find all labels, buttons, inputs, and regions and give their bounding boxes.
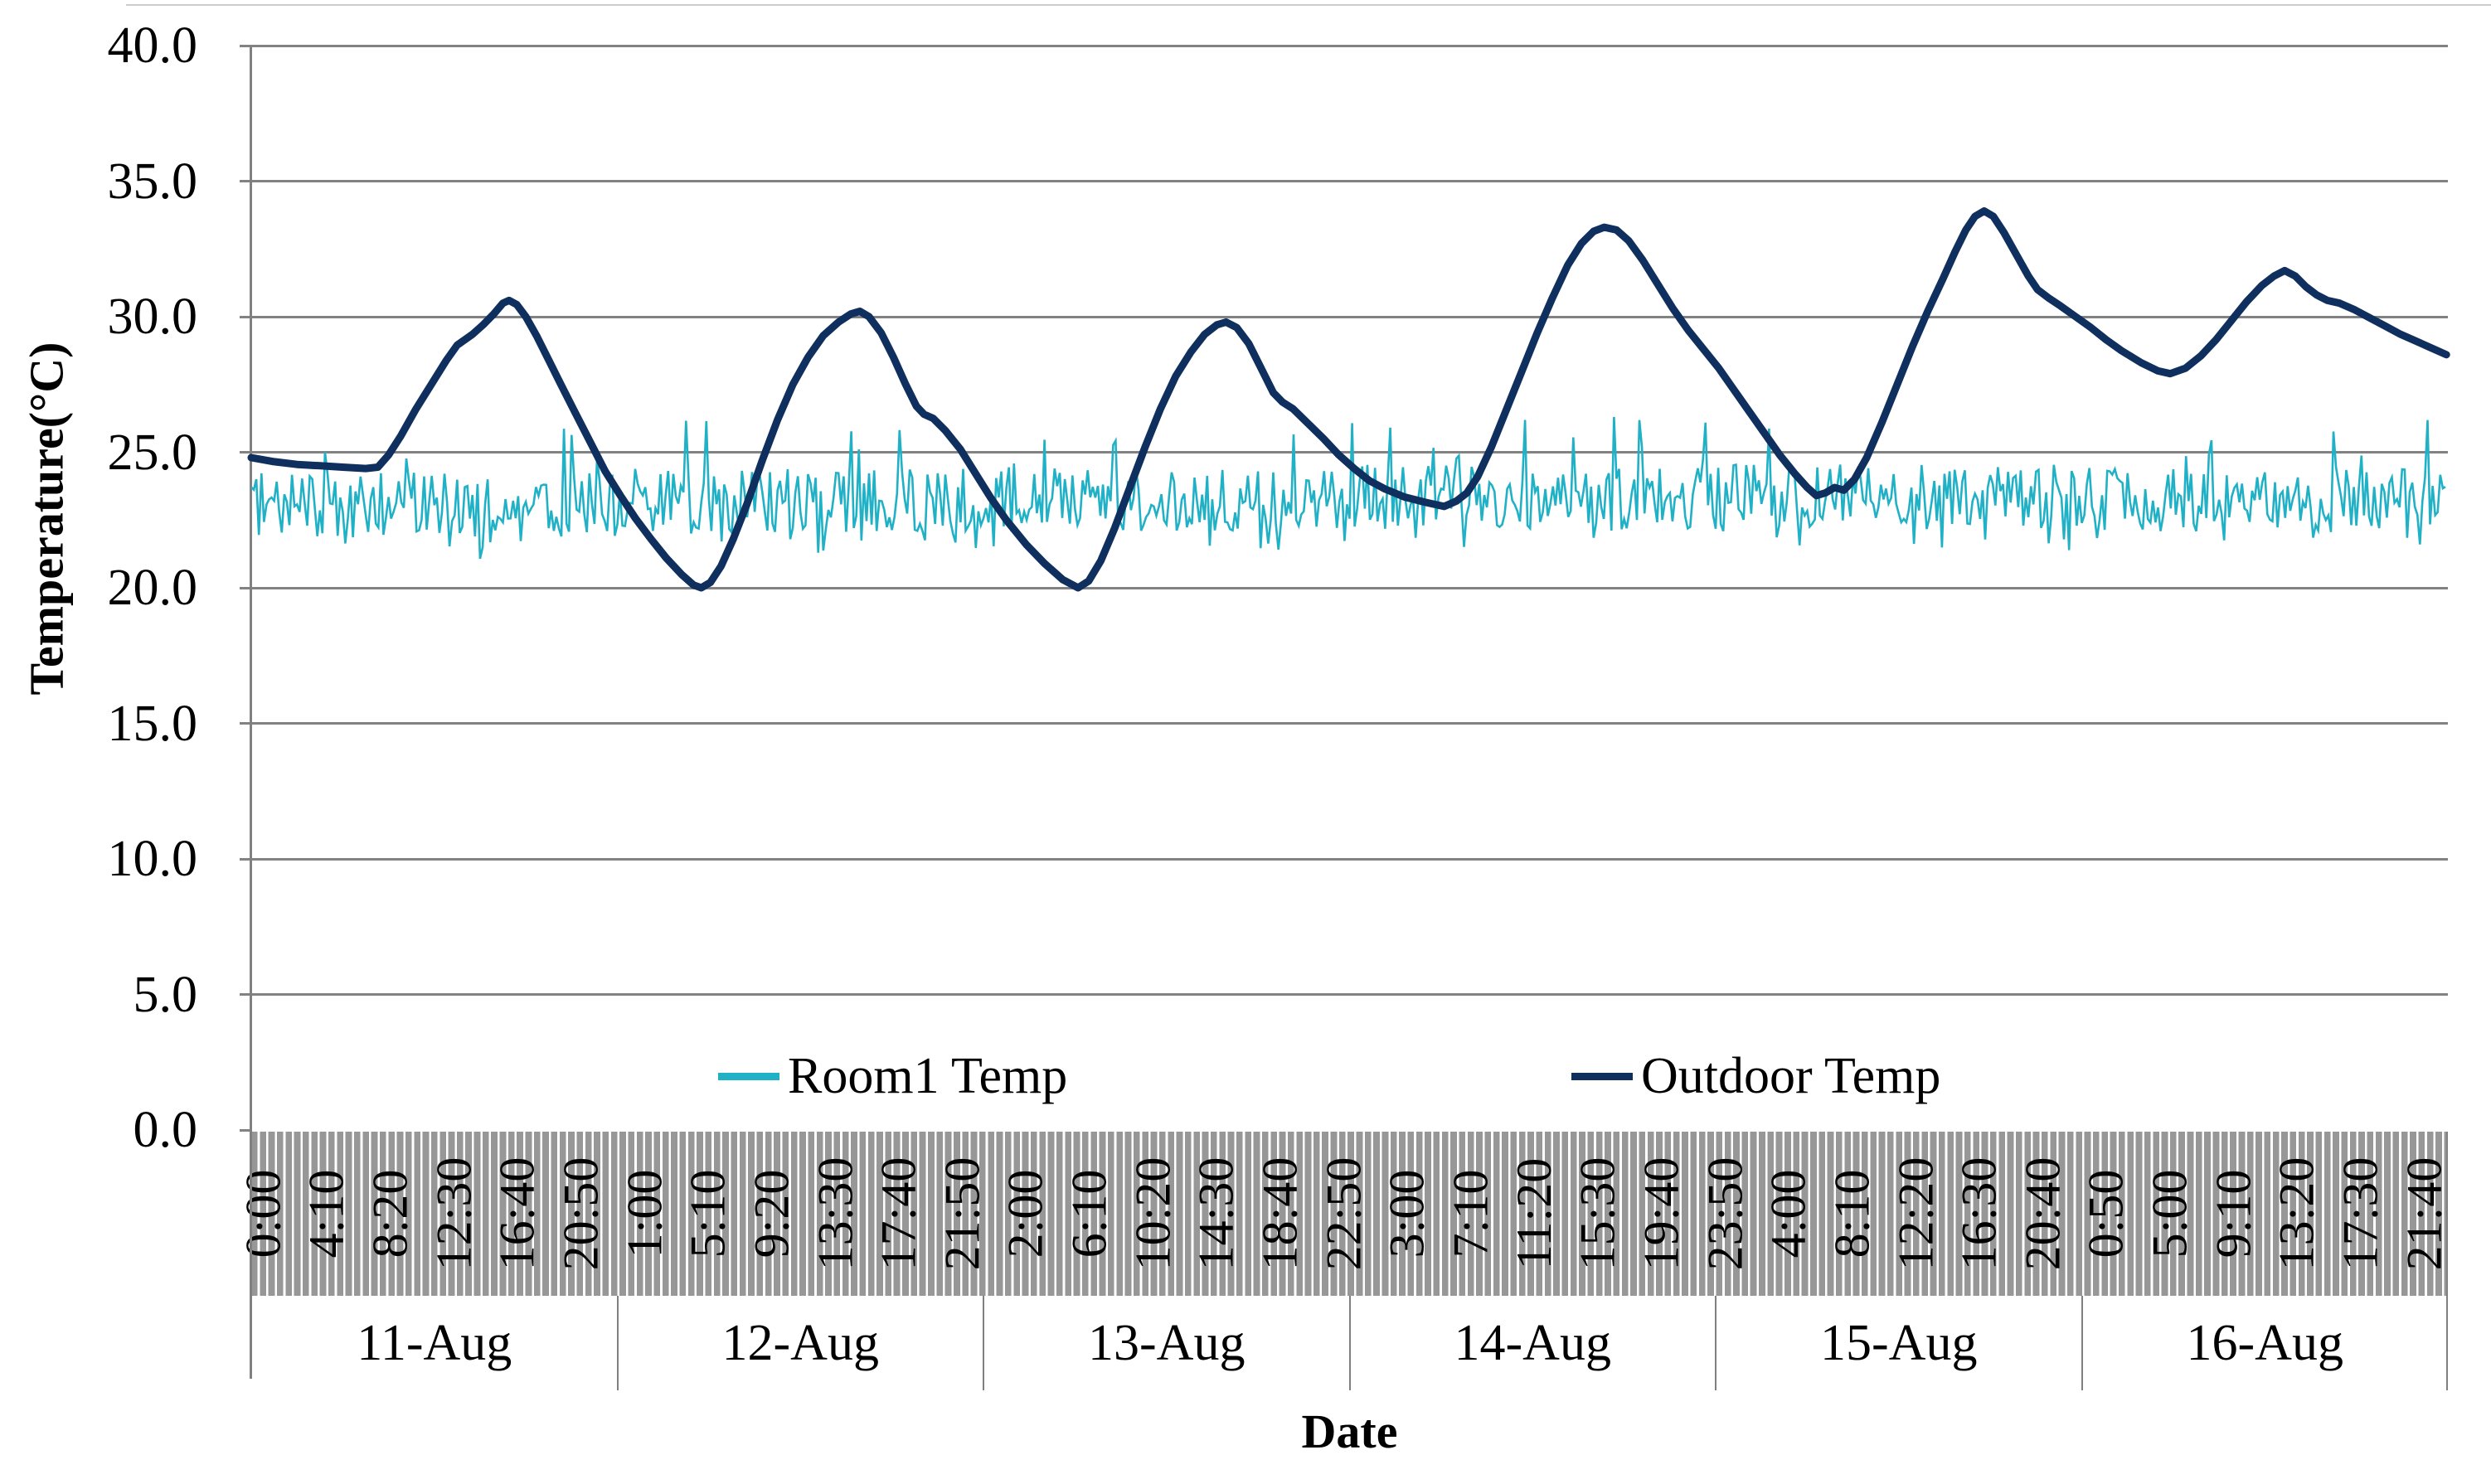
date-label: 11-Aug bbox=[357, 1314, 512, 1371]
y-tick-label: 20.0 bbox=[107, 560, 198, 616]
y-tick-label: 5.0 bbox=[133, 966, 198, 1023]
legend-swatch-outdoor-line bbox=[1571, 1072, 1633, 1080]
y-tick-label: 35.0 bbox=[107, 153, 198, 210]
y-tick-label: 10.0 bbox=[107, 831, 198, 887]
legend-item-outdoor: Outdoor Temp bbox=[1571, 1043, 1940, 1109]
y-gridline bbox=[251, 586, 2448, 589]
chart-frame-top-border bbox=[126, 4, 2491, 6]
y-axis-tick bbox=[240, 44, 251, 47]
date-separator bbox=[1715, 1296, 1717, 1390]
y-axis-tick bbox=[240, 586, 251, 589]
date-label: 14-Aug bbox=[1454, 1314, 1611, 1371]
y-tick-label: 15.0 bbox=[107, 695, 198, 752]
y-tick-label: 40.0 bbox=[107, 17, 198, 74]
date-separator bbox=[983, 1296, 984, 1390]
y-axis-tick bbox=[240, 993, 251, 996]
date-separator bbox=[1348, 1296, 1351, 1390]
y-tick-label: 25.0 bbox=[107, 424, 198, 481]
y-axis-tick bbox=[240, 315, 251, 318]
y-tick-label: 30.0 bbox=[107, 289, 198, 345]
room1-temp-line bbox=[250, 416, 2446, 560]
legend-item-room1: Room1 Temp bbox=[718, 1043, 1067, 1109]
y-gridline bbox=[251, 180, 2448, 182]
date-label: 13-Aug bbox=[1088, 1314, 1246, 1371]
y-axis-tick bbox=[240, 451, 251, 453]
outdoor-temp-line bbox=[247, 207, 2450, 592]
y-gridline bbox=[251, 722, 2448, 725]
y-axis-tick bbox=[240, 180, 251, 182]
y-axis-tick bbox=[240, 722, 251, 725]
date-label: 16-Aug bbox=[2186, 1314, 2343, 1371]
date-label: 12-Aug bbox=[721, 1314, 879, 1371]
date-separator bbox=[616, 1296, 619, 1390]
date-separator bbox=[2081, 1296, 2083, 1390]
legend-swatch-room1-line bbox=[718, 1072, 779, 1080]
y-gridline bbox=[251, 857, 2448, 861]
y-gridline bbox=[251, 44, 2448, 47]
y-gridline bbox=[251, 993, 2448, 996]
x-axis-right-edge-line bbox=[2446, 1132, 2448, 1390]
y-axis-tick bbox=[240, 857, 251, 861]
date-label: 15-Aug bbox=[1820, 1314, 1978, 1371]
y-tick-label: 0.0 bbox=[133, 1102, 198, 1158]
y-axis-line bbox=[250, 46, 252, 1379]
y-axis-tick bbox=[240, 1128, 251, 1132]
y-gridline bbox=[251, 451, 2448, 453]
legend-label-room1: Room1 Temp bbox=[788, 1048, 1068, 1104]
y-gridline bbox=[251, 315, 2448, 318]
x-axis-title: Date bbox=[1301, 1404, 1398, 1458]
x-axis-category-band bbox=[251, 1132, 2448, 1296]
legend-label-outdoor: Outdoor Temp bbox=[1641, 1048, 1941, 1104]
